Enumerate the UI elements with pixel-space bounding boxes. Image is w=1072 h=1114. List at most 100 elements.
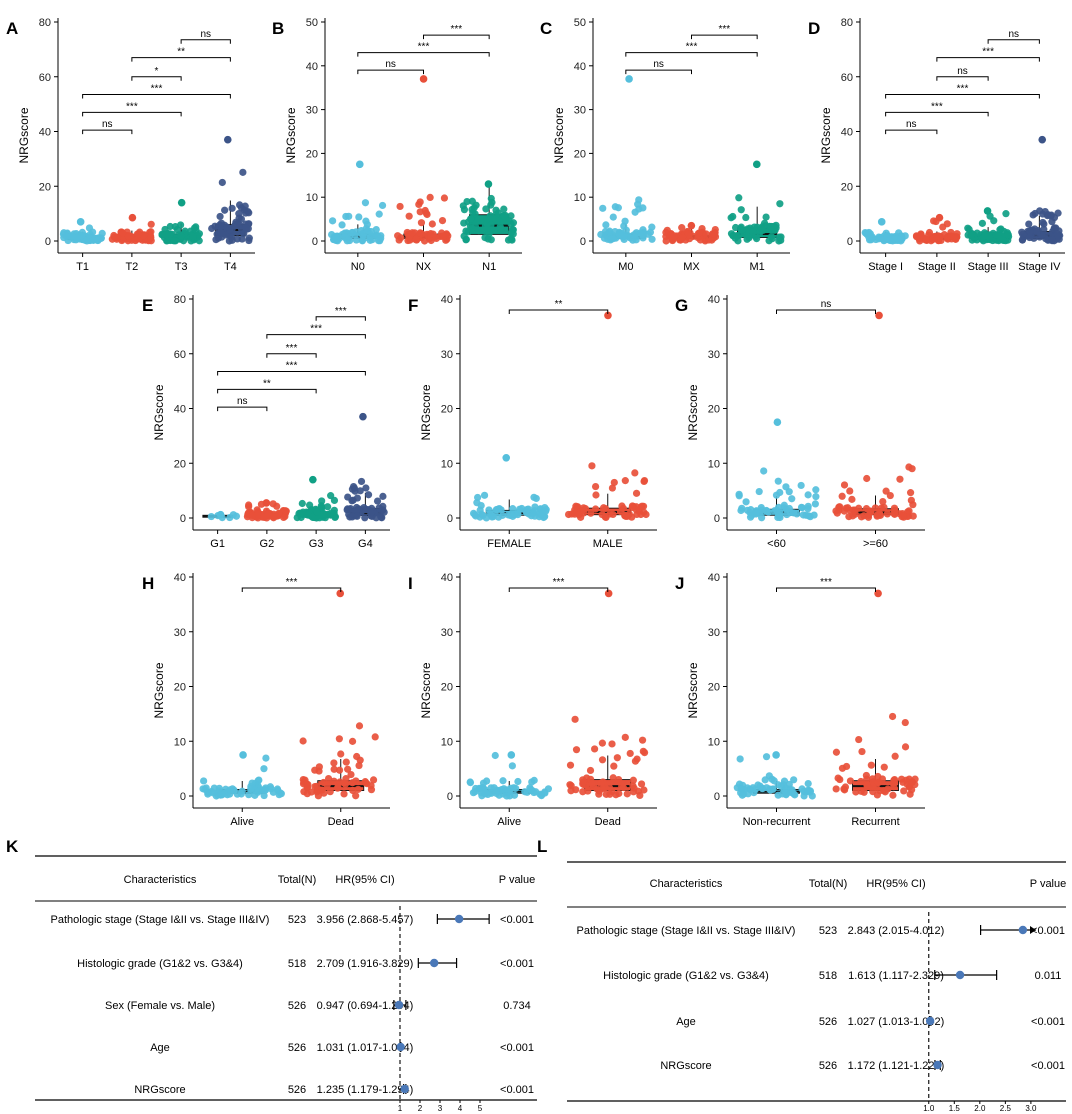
data-point bbox=[845, 513, 853, 521]
data-point bbox=[353, 512, 361, 520]
data-point bbox=[727, 230, 736, 238]
data-point bbox=[626, 749, 634, 758]
x-tick-label: M1 bbox=[750, 261, 765, 273]
data-point bbox=[629, 776, 637, 784]
data-point bbox=[895, 236, 903, 244]
data-point bbox=[775, 233, 783, 241]
header-pvalue: P value bbox=[1030, 878, 1067, 890]
significance-bracket bbox=[936, 76, 989, 81]
significance-bracket bbox=[776, 309, 876, 314]
x-tick-label: M0 bbox=[618, 261, 633, 273]
data-point bbox=[1019, 230, 1027, 238]
data-point bbox=[639, 234, 647, 242]
data-point bbox=[789, 509, 798, 517]
data-point bbox=[591, 505, 600, 513]
data-point bbox=[405, 212, 413, 220]
significance-label: *** bbox=[126, 101, 138, 112]
data-point bbox=[482, 205, 490, 213]
x-tick-label: N0 bbox=[351, 261, 365, 273]
data-point bbox=[1050, 214, 1059, 222]
y-tick-label: 20 bbox=[841, 181, 853, 193]
data-point bbox=[623, 790, 631, 798]
outlier-point bbox=[983, 207, 992, 215]
data-point bbox=[355, 722, 364, 730]
data-point bbox=[901, 743, 910, 751]
data-point bbox=[466, 778, 475, 787]
data-point bbox=[353, 752, 361, 761]
data-point bbox=[632, 489, 641, 497]
y-tick-label: 20 bbox=[441, 682, 453, 694]
header-characteristics: Characteristics bbox=[650, 878, 723, 890]
data-point bbox=[609, 774, 617, 782]
data-point bbox=[609, 235, 617, 243]
y-tick-label: 80 bbox=[39, 17, 51, 29]
data-point bbox=[362, 225, 370, 233]
data-point bbox=[685, 235, 694, 243]
y-tick-label: 40 bbox=[708, 572, 720, 584]
y-tick-label: 40 bbox=[174, 572, 186, 584]
data-point bbox=[166, 222, 174, 231]
data-point bbox=[508, 762, 516, 770]
data-point bbox=[304, 511, 312, 519]
data-point bbox=[735, 194, 743, 202]
row-hr: 2.843 (2.015-4.012) bbox=[848, 925, 945, 937]
data-point bbox=[487, 221, 495, 229]
data-point bbox=[330, 765, 338, 773]
y-tick-label: 10 bbox=[708, 736, 720, 748]
data-point bbox=[247, 785, 255, 793]
x-tick-label: 1 bbox=[398, 1104, 403, 1113]
row-pvalue: <0.001 bbox=[1031, 1060, 1065, 1072]
hr-marker bbox=[933, 1060, 942, 1070]
data-point bbox=[299, 737, 307, 745]
data-point bbox=[245, 236, 253, 245]
data-point bbox=[322, 511, 330, 519]
data-point bbox=[867, 761, 875, 769]
data-point bbox=[416, 198, 424, 206]
data-point bbox=[1048, 236, 1056, 244]
row-total: 523 bbox=[288, 914, 306, 926]
row-label: Sex (Female vs. Male) bbox=[105, 1000, 215, 1012]
data-point bbox=[755, 487, 763, 496]
data-point bbox=[361, 199, 370, 207]
hr-marker bbox=[429, 958, 439, 968]
x-tick-label: Alive bbox=[230, 816, 254, 828]
data-point bbox=[610, 762, 618, 770]
data-point bbox=[747, 506, 755, 514]
data-point bbox=[838, 764, 847, 772]
data-point bbox=[990, 217, 998, 225]
data-point bbox=[342, 758, 350, 766]
row-label: Pathologic stage (Stage I&II vs. Stage I… bbox=[577, 925, 796, 937]
y-axis-label: NRGscore bbox=[686, 384, 700, 440]
data-point bbox=[863, 781, 871, 789]
data-point bbox=[902, 776, 910, 784]
data-point bbox=[767, 232, 776, 241]
row-pvalue: <0.001 bbox=[500, 1084, 534, 1096]
data-point bbox=[163, 231, 171, 239]
y-tick-label: 0 bbox=[180, 513, 186, 525]
data-point bbox=[216, 212, 224, 221]
x-tick-label: T2 bbox=[125, 261, 138, 273]
data-point bbox=[254, 514, 262, 522]
data-point bbox=[579, 778, 587, 786]
data-point bbox=[899, 511, 907, 519]
data-point bbox=[347, 770, 355, 779]
y-tick-label: 0 bbox=[714, 513, 720, 525]
data-point bbox=[840, 507, 848, 515]
data-point bbox=[318, 497, 326, 505]
x-tick-label: 2.0 bbox=[974, 1104, 986, 1113]
data-point bbox=[791, 791, 799, 799]
x-tick-label: 3 bbox=[438, 1104, 443, 1113]
y-tick-label: 80 bbox=[841, 17, 853, 29]
data-point bbox=[757, 224, 765, 232]
y-tick-label: 20 bbox=[174, 458, 186, 470]
significance-bracket bbox=[241, 587, 342, 592]
data-point bbox=[639, 747, 647, 755]
outlier-point bbox=[773, 418, 782, 426]
data-point bbox=[364, 491, 373, 499]
data-point bbox=[876, 234, 884, 242]
panel-letter: A bbox=[6, 19, 18, 38]
significance-label: *** bbox=[418, 42, 430, 53]
data-point bbox=[790, 776, 798, 784]
data-point bbox=[840, 481, 849, 489]
data-point bbox=[925, 228, 934, 237]
